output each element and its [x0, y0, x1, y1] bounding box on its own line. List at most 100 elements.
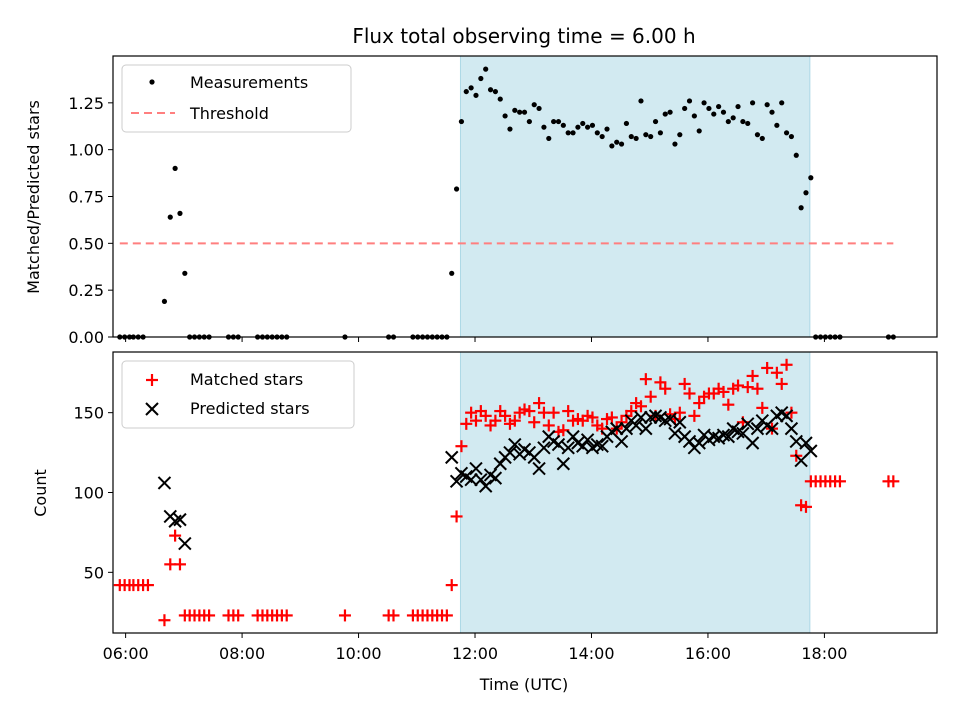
- measurement-point: [691, 113, 697, 119]
- predicted-star-point: [639, 421, 653, 436]
- predicted-star-point: [561, 441, 575, 455]
- measurement-point: [177, 210, 183, 216]
- measurement-point: [449, 270, 455, 276]
- matched-star-point: [528, 416, 541, 429]
- bottom-y-ticks: 50 100 150: [73, 404, 113, 582]
- top-x-ticks: [125, 337, 825, 342]
- measurement-point: [618, 141, 625, 147]
- legend-label-threshold: Threshold: [189, 104, 269, 123]
- bottom-x-ticks: 06:00 08:00 10:00 12:00 14:00 16:00 18:00: [103, 633, 847, 663]
- bottom-y-axis-label: Count: [31, 469, 50, 517]
- measurement-point: [623, 120, 630, 127]
- x-tick-label: 10:00: [335, 644, 381, 663]
- predicted-star-point: [474, 473, 488, 487]
- measurement-point: [565, 130, 571, 136]
- measurement-point: [808, 175, 814, 181]
- matched-star-point: [489, 414, 502, 427]
- measurement-point: [560, 122, 566, 128]
- bottom-legend: Matched stars Predicted stars: [121, 360, 355, 429]
- matched-star-point: [173, 558, 186, 571]
- matched-star-point: [746, 369, 759, 382]
- predicted-star-point: [493, 457, 507, 471]
- measurement-point: [483, 66, 489, 72]
- chart-title: Flux total observing time = 6.00 h: [352, 24, 695, 48]
- measurement-point: [555, 118, 562, 125]
- measurement-point: [604, 126, 610, 132]
- matched-star-point: [780, 358, 793, 371]
- x-tick-label: 12:00: [452, 644, 498, 663]
- predicted-star-point: [784, 421, 799, 436]
- matched-star-point: [761, 361, 774, 374]
- measurement-point: [182, 270, 188, 276]
- measurement-point: [546, 135, 552, 142]
- measurement-point: [749, 100, 756, 106]
- measurement-point: [536, 105, 542, 112]
- matched-star-point: [756, 401, 769, 414]
- predicted-star-point: [619, 421, 634, 436]
- matched-star-point: [469, 414, 482, 427]
- measurement-point: [706, 105, 712, 112]
- matched-star-point: [547, 406, 560, 419]
- measurement-point: [633, 135, 639, 142]
- legend-label-matched: Matched stars: [190, 370, 303, 389]
- legend-marker-predicted: [145, 402, 159, 416]
- measurement-point: [754, 132, 761, 138]
- measurement-point: [759, 135, 765, 142]
- predicted-star-point: [765, 421, 779, 436]
- predicted-star-point: [590, 437, 605, 452]
- matched-star-point: [232, 609, 245, 622]
- predicted-star-point: [716, 428, 731, 442]
- predicted-star-point: [556, 457, 571, 471]
- measurement-point: [614, 139, 620, 145]
- matched-star-point: [533, 397, 546, 410]
- matched-star-point: [634, 400, 647, 413]
- measurement-point: [580, 120, 586, 127]
- predicted-star-point: [551, 437, 566, 452]
- predicted-star-point: [445, 450, 459, 465]
- predicted-star-point: [614, 434, 629, 449]
- x-tick-label: 14:00: [568, 644, 614, 663]
- legend-marker-measurements: [149, 79, 155, 85]
- measurement-point: [628, 133, 634, 140]
- measurement-point: [783, 130, 790, 136]
- predicted-star-point: [532, 461, 546, 476]
- measurement-point: [686, 98, 693, 104]
- measurement-point: [652, 118, 659, 125]
- measurement-point: [745, 120, 751, 127]
- predicted-star-point: [658, 413, 672, 428]
- measurement-point: [677, 132, 683, 138]
- observing-window-top: [459, 55, 811, 338]
- measurement-point: [570, 130, 576, 136]
- measurement-point: [521, 109, 528, 115]
- predicted-star-point: [469, 461, 483, 476]
- matched-star-point: [169, 529, 182, 542]
- measurement-point: [682, 105, 688, 112]
- matched-star-point: [644, 390, 657, 403]
- matched-star-points: [113, 358, 900, 627]
- measurement-point: [769, 109, 775, 115]
- measurement-point: [172, 165, 178, 171]
- matched-star-point: [717, 385, 730, 398]
- measurement-point: [167, 214, 173, 220]
- legend-label-predicted: Predicted stars: [190, 399, 310, 418]
- matched-star-point: [741, 381, 754, 394]
- bottom-x-axis-label: Time (UTC): [479, 675, 568, 694]
- measurement-point: [711, 111, 717, 117]
- predicted-star-point: [634, 410, 648, 425]
- measurement-point: [730, 115, 736, 121]
- measurement-point: [478, 75, 484, 82]
- top-y-tick-label: 0.25: [68, 281, 104, 300]
- matched-star-point: [557, 424, 570, 437]
- matched-star-point: [799, 500, 812, 513]
- measurement-point: [512, 107, 518, 113]
- matched-star-point: [586, 411, 599, 424]
- matched-star-point: [688, 409, 701, 422]
- top-y-tick-label: 0.75: [68, 188, 104, 207]
- measurement-point: [575, 124, 581, 130]
- measurement-point: [487, 87, 494, 93]
- measurement-point: [594, 130, 600, 136]
- predicted-star-point: [595, 439, 609, 453]
- predicted-star-point: [580, 433, 595, 447]
- matched-star-point: [280, 609, 293, 622]
- measurement-point: [798, 205, 804, 211]
